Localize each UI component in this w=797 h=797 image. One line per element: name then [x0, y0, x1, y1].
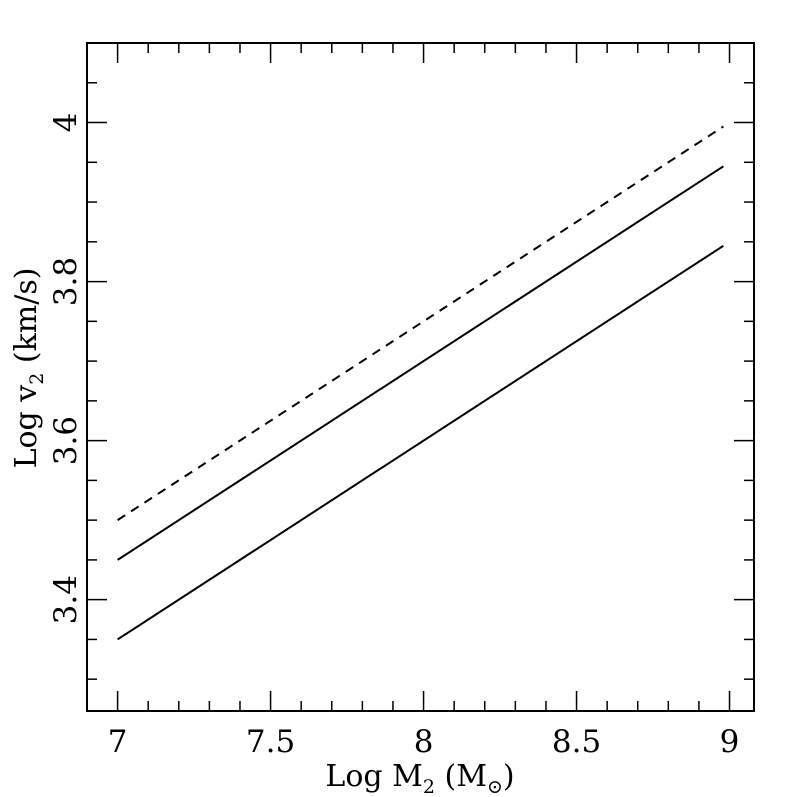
x-axis-title: Log M2 (M⊙) — [325, 759, 514, 797]
y-tick-label: 3.4 — [48, 575, 84, 624]
x-tick-label: 7.5 — [246, 724, 295, 760]
series-line-2 — [117, 165, 724, 561]
series-line-3 — [117, 244, 724, 641]
series-line-1 — [117, 125, 724, 521]
x-tick-label: 8.5 — [552, 724, 601, 760]
y-tick-label: 4 — [48, 113, 84, 133]
x-tick-label: 7 — [108, 724, 128, 760]
x-tick-label: 9 — [720, 724, 740, 760]
plot-frame — [86, 42, 755, 712]
y-tick-label: 3.6 — [48, 416, 84, 465]
tick-labels: 7 7.5 8 8.5 9 3.4 3.6 3.8 4 — [48, 113, 739, 760]
axis-ticks — [86, 42, 754, 711]
y-tick-label: 3.8 — [48, 257, 84, 306]
x-tick-label: 8 — [414, 724, 434, 760]
y-axis-title: Log v2 (km/s) — [9, 268, 48, 469]
series-layer — [117, 125, 724, 641]
